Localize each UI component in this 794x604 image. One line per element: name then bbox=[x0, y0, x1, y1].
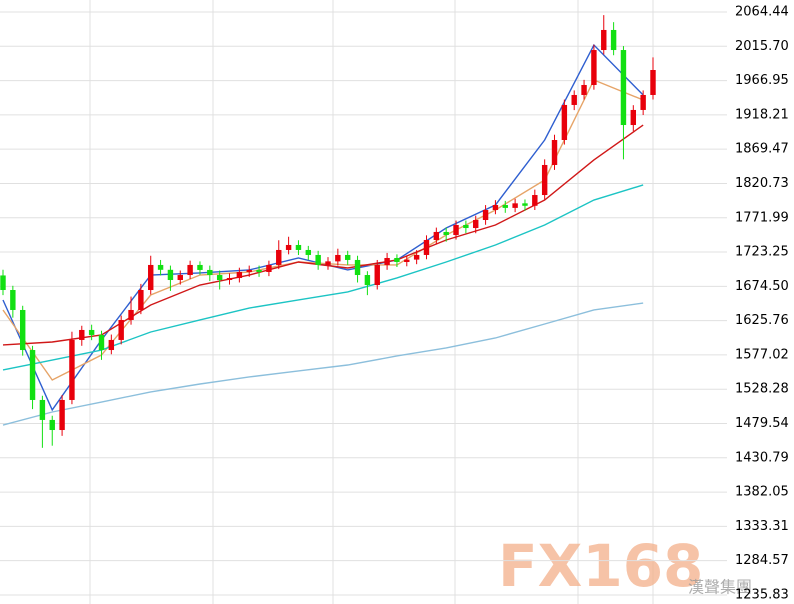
candle-body bbox=[138, 290, 144, 310]
candle-body bbox=[571, 94, 577, 105]
candle-body bbox=[10, 290, 16, 310]
candle-body bbox=[88, 329, 95, 335]
candle-body bbox=[453, 224, 459, 235]
candle-body bbox=[315, 254, 321, 265]
moving-averages bbox=[2, 43, 644, 426]
y-tick-label: 1577.02 bbox=[735, 347, 789, 362]
y-tick-label: 1869.47 bbox=[735, 142, 789, 157]
candle-body bbox=[404, 259, 410, 263]
candle-body bbox=[610, 29, 617, 51]
candle-body bbox=[49, 419, 55, 431]
candle-body bbox=[285, 244, 292, 250]
candle-body bbox=[650, 70, 656, 95]
candle-body bbox=[413, 254, 420, 260]
candle-body bbox=[305, 249, 312, 255]
candle-body bbox=[226, 277, 233, 281]
grid bbox=[0, 11, 727, 596]
y-tick-label: 1625.76 bbox=[735, 313, 789, 328]
candle-body bbox=[591, 50, 597, 85]
candle-body bbox=[335, 254, 341, 262]
candle-body bbox=[148, 264, 154, 291]
moving-average-line bbox=[2, 124, 644, 346]
candle-body bbox=[433, 231, 440, 240]
candle-body bbox=[541, 164, 548, 196]
candle-body bbox=[561, 104, 568, 141]
candle-body bbox=[98, 334, 105, 351]
candle-body bbox=[384, 257, 390, 265]
y-tick-label: 1479.54 bbox=[735, 416, 789, 431]
candle-body bbox=[601, 29, 607, 51]
candle-body bbox=[266, 264, 272, 272]
candle-body bbox=[344, 254, 351, 260]
candle-body bbox=[551, 140, 558, 165]
y-tick-label: 1966.95 bbox=[735, 73, 789, 88]
candle-body bbox=[177, 275, 183, 281]
candle-body bbox=[59, 399, 65, 431]
candle-body bbox=[0, 275, 6, 291]
y-tick-label: 1430.79 bbox=[735, 450, 789, 465]
candle-body bbox=[502, 205, 508, 208]
candle-body bbox=[207, 269, 213, 276]
candle-body bbox=[187, 264, 193, 276]
y-tick-label: 1333.31 bbox=[735, 519, 789, 534]
candle-body bbox=[276, 249, 282, 265]
candle-body bbox=[128, 309, 134, 320]
candle-body bbox=[522, 203, 528, 206]
candle-body bbox=[108, 339, 115, 351]
candle-body bbox=[423, 239, 430, 255]
candle-body bbox=[167, 269, 174, 281]
y-tick-label: 1918.21 bbox=[735, 107, 789, 122]
candle-body bbox=[364, 275, 371, 286]
y-tick-label: 1382.05 bbox=[735, 485, 789, 500]
candle-body bbox=[532, 195, 538, 206]
candle-body bbox=[197, 264, 203, 270]
y-tick-label: 1284.57 bbox=[735, 553, 789, 568]
y-tick-label: 1820.73 bbox=[735, 176, 789, 191]
candle-body bbox=[157, 264, 164, 270]
y-tick-label: 1771.99 bbox=[735, 210, 789, 225]
candle-body bbox=[39, 399, 46, 420]
candle-body bbox=[246, 269, 252, 272]
candle-body bbox=[640, 94, 646, 110]
candle-body bbox=[325, 261, 331, 265]
candle-body bbox=[492, 205, 499, 211]
candle-body bbox=[118, 319, 124, 340]
watermark-subtitle: 漢聲集團 bbox=[688, 578, 752, 597]
candle-body bbox=[394, 257, 400, 263]
candle-body bbox=[19, 309, 26, 351]
candle-body bbox=[620, 50, 627, 126]
candle-body bbox=[581, 84, 587, 95]
candle-body bbox=[29, 350, 36, 400]
y-tick-label: 1723.25 bbox=[735, 245, 789, 260]
candle-body bbox=[295, 244, 302, 250]
candle-body bbox=[443, 231, 449, 235]
y-tick-label: 2015.70 bbox=[735, 39, 789, 54]
candle-body bbox=[236, 271, 243, 278]
y-tick-label: 1674.50 bbox=[735, 279, 789, 294]
candle-body bbox=[630, 109, 637, 126]
candle-body bbox=[512, 203, 518, 208]
candle-body bbox=[256, 269, 262, 272]
candle-body bbox=[216, 275, 223, 281]
candle-body bbox=[473, 220, 479, 229]
candle-body bbox=[79, 329, 85, 340]
y-tick-label: 2064.44 bbox=[735, 5, 789, 20]
candles bbox=[0, 15, 656, 448]
y-tick-label: 1235.83 bbox=[735, 587, 789, 602]
candle-body bbox=[69, 339, 75, 400]
watermark-logo: FX168 bbox=[498, 532, 703, 600]
candle-body bbox=[374, 264, 380, 286]
y-tick-label: 1528.28 bbox=[735, 382, 789, 397]
candle-body bbox=[354, 259, 361, 276]
candle-body bbox=[463, 224, 469, 229]
moving-average-line bbox=[2, 302, 644, 426]
candle-body bbox=[482, 210, 489, 221]
y-axis: 2064.44 2015.70 1966.95 1918.21 1869.47 1820.… bbox=[735, 5, 789, 603]
